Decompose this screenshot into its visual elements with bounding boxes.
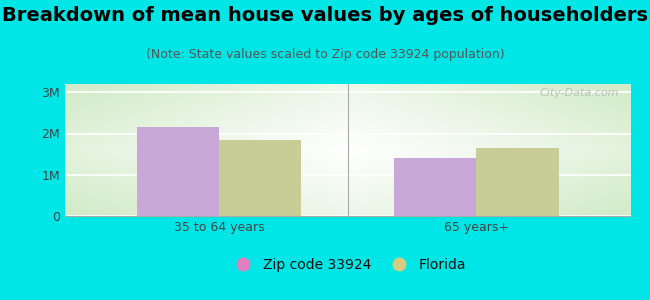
Text: City-Data.com: City-Data.com	[540, 88, 619, 98]
Legend: Zip code 33924, Florida: Zip code 33924, Florida	[224, 252, 471, 277]
Bar	[394, 158, 476, 216]
Bar	[476, 148, 558, 216]
Bar	[219, 140, 302, 216]
Text: (Note: State values scaled to Zip code 33924 population): (Note: State values scaled to Zip code 3…	[146, 48, 504, 61]
Bar	[137, 127, 219, 216]
Text: Breakdown of mean house values by ages of householders: Breakdown of mean house values by ages o…	[2, 6, 648, 25]
